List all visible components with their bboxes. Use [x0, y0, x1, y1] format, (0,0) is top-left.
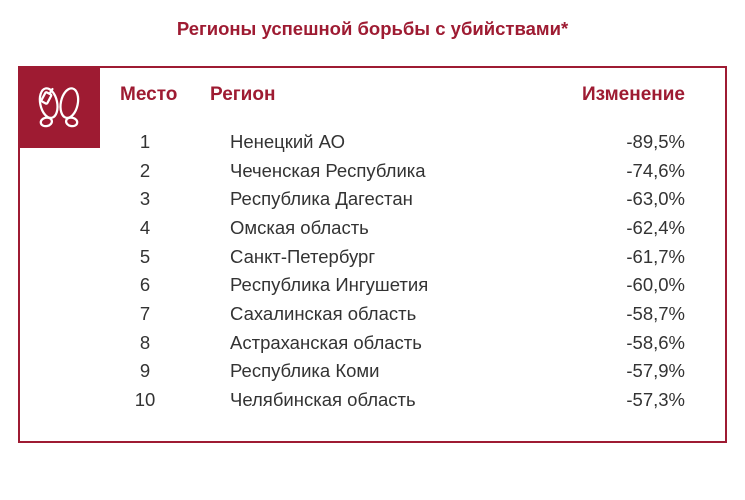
table-row: 3Республика Дагестан-63,0%: [120, 185, 685, 214]
cell-place: 7: [120, 300, 210, 329]
cell-change: -62,4%: [533, 214, 685, 243]
cell-change: -58,6%: [533, 329, 685, 358]
cell-region: Сахалинская область: [210, 300, 533, 329]
table-row: 8Астраханская область-58,6%: [120, 329, 685, 358]
table-row: 10Челябинская область-57,3%: [120, 386, 685, 415]
cell-region: Чеченская Республика: [210, 157, 533, 186]
col-header-region: Регион: [210, 84, 533, 128]
cell-place: 6: [120, 271, 210, 300]
cell-region: Астраханская область: [210, 329, 533, 358]
cell-place: 2: [120, 157, 210, 186]
cell-change: -60,0%: [533, 271, 685, 300]
table-row: 6Республика Ингушетия-60,0%: [120, 271, 685, 300]
cell-region: Республика Ингушетия: [210, 271, 533, 300]
ranking-table: Место Регион Изменение 1Ненецкий АО-89,5…: [120, 84, 685, 415]
cell-place: 10: [120, 386, 210, 415]
cell-region: Омская область: [210, 214, 533, 243]
ranking-card: Место Регион Изменение 1Ненецкий АО-89,5…: [18, 66, 727, 443]
cell-region: Республика Дагестан: [210, 185, 533, 214]
cell-region: Республика Коми: [210, 357, 533, 386]
table-row: 7Сахалинская область-58,7%: [120, 300, 685, 329]
col-header-change: Изменение: [533, 84, 685, 128]
cell-change: -63,0%: [533, 185, 685, 214]
cell-change: -58,7%: [533, 300, 685, 329]
cell-place: 1: [120, 128, 210, 157]
page-title: Регионы успешной борьбы с убийствами*: [10, 18, 735, 40]
cell-region: Ненецкий АО: [210, 128, 533, 157]
table-row: 9Республика Коми-57,9%: [120, 357, 685, 386]
table-header-row: Место Регион Изменение: [120, 84, 685, 128]
cell-change: -89,5%: [533, 128, 685, 157]
cell-place: 3: [120, 185, 210, 214]
cell-place: 5: [120, 243, 210, 272]
cell-change: -57,9%: [533, 357, 685, 386]
cell-place: 8: [120, 329, 210, 358]
cell-place: 4: [120, 214, 210, 243]
cell-change: -61,7%: [533, 243, 685, 272]
card-icon-box: [18, 66, 100, 148]
cell-region: Челябинская область: [210, 386, 533, 415]
cell-place: 9: [120, 357, 210, 386]
cell-change: -74,6%: [533, 157, 685, 186]
col-header-place: Место: [120, 84, 210, 128]
footprints-icon: [29, 75, 89, 140]
cell-region: Санкт-Петербург: [210, 243, 533, 272]
cell-change: -57,3%: [533, 386, 685, 415]
table-row: 4Омская область-62,4%: [120, 214, 685, 243]
table-row: 5Санкт-Петербург-61,7%: [120, 243, 685, 272]
table-body: 1Ненецкий АО-89,5%2Чеченская Республика-…: [120, 128, 685, 415]
table-row: 2Чеченская Республика-74,6%: [120, 157, 685, 186]
table-row: 1Ненецкий АО-89,5%: [120, 128, 685, 157]
